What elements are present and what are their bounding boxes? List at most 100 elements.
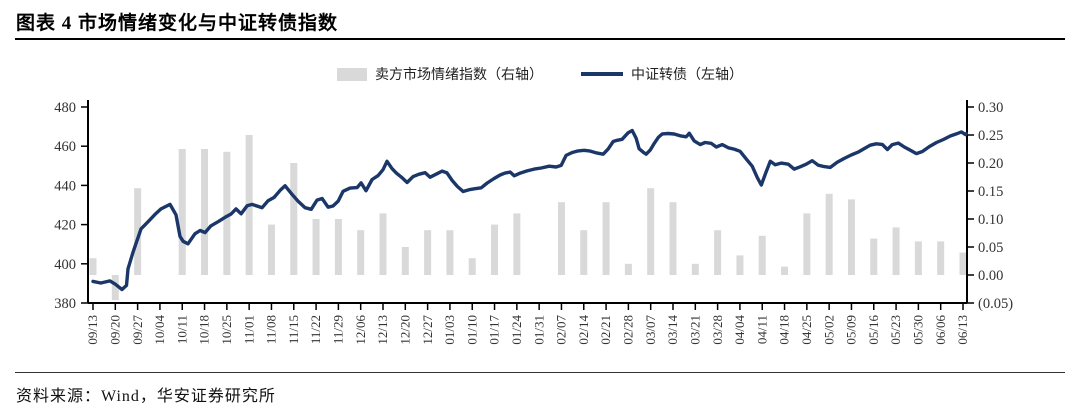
x-tick-label: 03/14	[665, 315, 680, 345]
sentiment-bar	[959, 252, 967, 275]
right-tick-label: 0.20	[978, 156, 1003, 172]
sentiment-bar	[424, 230, 432, 275]
x-tick-label: 04/11	[754, 315, 769, 344]
sentiment-bar	[468, 258, 476, 275]
sentiment-bar	[513, 213, 521, 275]
sentiment-bar	[491, 224, 499, 275]
x-tick-label: 05/23	[888, 315, 903, 345]
x-tick-label: 06/13	[955, 315, 970, 345]
chart-legend: 卖方市场情绪指数（右轴） 中证转债（左轴）	[0, 64, 1080, 84]
sentiment-bar	[557, 202, 565, 275]
legend-item-index: 中证转债（左轴）	[581, 64, 743, 84]
sentiment-bar	[736, 255, 744, 275]
x-tick-label: 12/27	[420, 315, 435, 345]
title-underline	[15, 38, 1065, 40]
x-tick-label: 11/22	[308, 315, 323, 344]
sentiment-bar	[847, 199, 855, 275]
legend-label: 卖方市场情绪指数（右轴）	[375, 68, 543, 83]
sentiment-bar	[825, 193, 833, 275]
right-tick-label: 0.10	[978, 212, 1003, 228]
left-tick-label: 440	[54, 178, 76, 194]
right-tick-label: 0.15	[978, 184, 1003, 200]
bar-swatch-icon	[337, 67, 367, 81]
left-tick-label: 420	[54, 218, 76, 234]
sentiment-bar	[446, 230, 454, 275]
sentiment-bar	[290, 163, 298, 275]
sentiment-bar	[134, 188, 142, 275]
x-tick-label: 10/18	[197, 315, 212, 345]
x-tick-label: 11/08	[264, 315, 279, 344]
line-swatch-icon	[581, 72, 623, 76]
right-tick-label: 0.05	[978, 240, 1003, 256]
x-tick-label: 05/09	[844, 315, 859, 345]
x-tick-label: 04/25	[799, 315, 814, 345]
x-tick-label: 03/21	[687, 315, 702, 345]
right-tick-label: (0.05)	[978, 296, 1013, 312]
x-tick-label: 10/04	[152, 315, 167, 345]
sentiment-bar	[379, 213, 387, 275]
source-note: 资料来源：Wind，华安证券研究所	[16, 388, 276, 405]
left-tick-label: 380	[54, 296, 76, 312]
sentiment-bar	[758, 235, 766, 275]
sentiment-bar	[334, 219, 342, 275]
sentiment-bar	[914, 241, 922, 275]
x-tick-label: 05/16	[866, 315, 881, 345]
x-tick-label: 05/02	[821, 315, 836, 345]
x-tick-label: 12/20	[397, 315, 412, 345]
x-tick-label: 02/14	[576, 315, 591, 345]
sentiment-bar	[870, 238, 878, 275]
sentiment-bar	[357, 230, 365, 275]
x-tick-label: 01/17	[487, 315, 502, 345]
x-tick-label: 10/25	[219, 315, 234, 345]
right-tick-label: 0.30	[978, 100, 1003, 116]
x-tick-label: 04/04	[732, 315, 747, 345]
sentiment-bar	[178, 149, 186, 275]
right-tick-label: 0.00	[978, 268, 1003, 284]
x-tick-label: 11/29	[331, 315, 346, 344]
sentiment-bar	[892, 227, 900, 275]
sentiment-bar	[267, 224, 275, 275]
x-tick-label: 10/11	[174, 315, 189, 344]
x-tick-label: 02/07	[554, 315, 569, 345]
sentiment-bar	[111, 275, 119, 301]
figure-title: 图表 4 市场情绪变化与中证转债指数	[16, 13, 339, 34]
x-tick-label: 09/13	[85, 315, 100, 345]
left-tick-label: 480	[54, 100, 76, 116]
sentiment-bar	[580, 230, 588, 275]
x-tick-label: 11/15	[286, 315, 301, 344]
sentiment-bar	[781, 266, 789, 275]
x-tick-label: 05/30	[911, 315, 926, 345]
x-tick-label: 11/01	[241, 315, 256, 344]
x-tick-label: 01/24	[509, 315, 524, 345]
x-tick-label: 12/13	[375, 315, 390, 345]
x-tick-label: 09/20	[107, 315, 122, 345]
sentiment-bar	[937, 241, 945, 275]
sentiment-bar	[669, 202, 677, 275]
x-tick-label: 09/27	[130, 315, 145, 345]
sentiment-bar	[714, 230, 722, 275]
x-tick-label: 02/28	[621, 315, 636, 345]
sentiment-bar	[401, 247, 409, 275]
sentiment-bar	[312, 219, 320, 275]
right-tick-label: 0.25	[978, 128, 1003, 144]
sentiment-bar	[691, 263, 699, 275]
sentiment-bar	[89, 258, 97, 275]
x-tick-label: 03/07	[643, 315, 658, 345]
sentiment-bar	[803, 213, 811, 275]
index-line	[91, 128, 968, 292]
x-tick-label: 03/28	[710, 315, 725, 345]
x-tick-label: 01/31	[531, 315, 546, 345]
x-tick-label: 01/10	[464, 315, 479, 345]
sentiment-bar	[624, 263, 632, 275]
x-tick-label: 06/06	[933, 315, 948, 345]
sentiment-bar	[201, 149, 209, 275]
x-tick-label: 04/18	[777, 315, 792, 345]
x-tick-label: 12/06	[353, 315, 368, 345]
legend-item-sentiment: 卖方市场情绪指数（右轴）	[337, 64, 543, 84]
sentiment-bar	[602, 202, 610, 275]
x-tick-label: 02/21	[598, 315, 613, 345]
sentiment-bar	[647, 188, 655, 275]
sentiment-bar	[223, 151, 231, 275]
